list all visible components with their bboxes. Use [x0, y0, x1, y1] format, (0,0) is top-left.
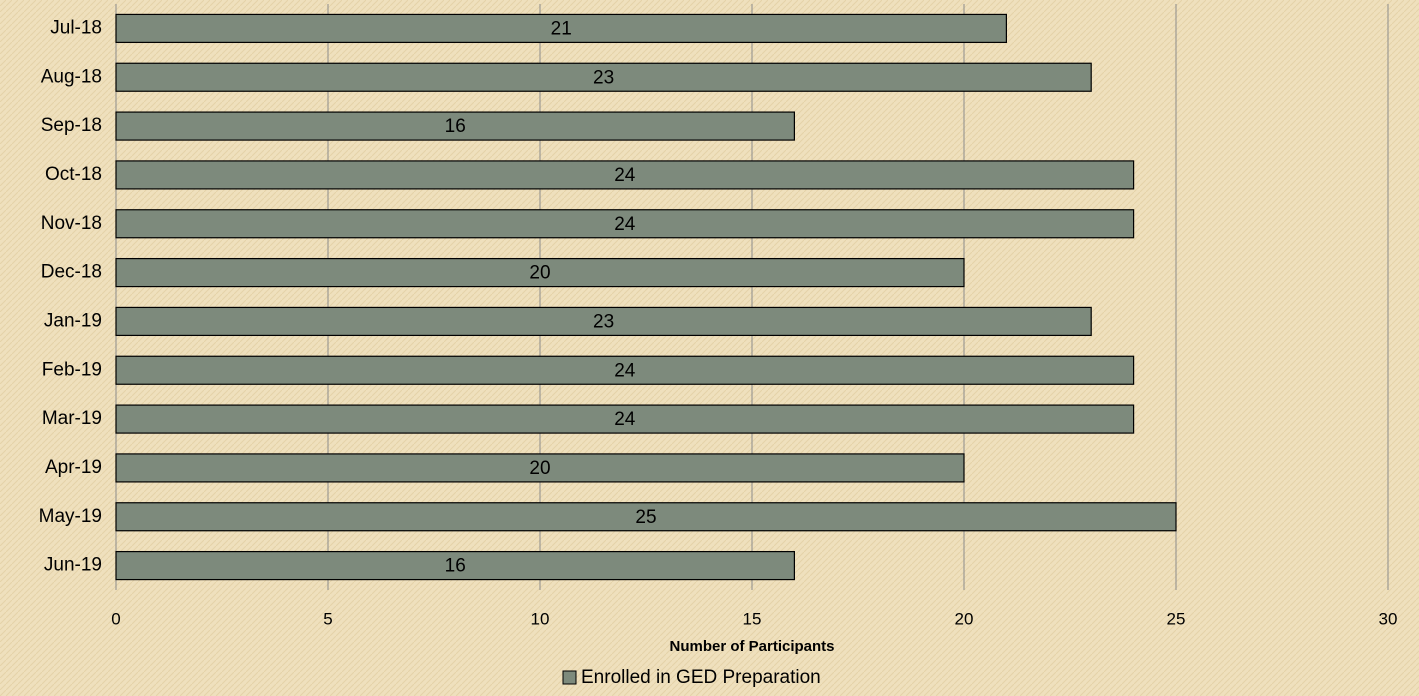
legend-label: Enrolled in GED Preparation — [581, 667, 821, 688]
y-tick-label: Jan-19 — [44, 310, 102, 331]
x-axis-label: Number of Participants — [669, 638, 834, 655]
x-tick-label: 5 — [323, 609, 332, 628]
bar — [115, 257, 965, 288]
x-tick-label: 20 — [955, 609, 974, 628]
data-label: 20 — [529, 458, 550, 479]
bar — [115, 209, 1135, 239]
data-label: 24 — [614, 165, 636, 186]
y-tick-label: Jul-18 — [50, 17, 102, 38]
bar — [115, 62, 1092, 92]
data-label: 23 — [593, 67, 614, 88]
data-label: 25 — [635, 507, 656, 528]
x-tick-label: 15 — [743, 609, 762, 628]
data-label: 16 — [445, 556, 466, 577]
y-tick-label: Jun-19 — [44, 555, 102, 576]
legend-swatch — [562, 670, 577, 685]
bar — [115, 355, 1135, 385]
x-tick-label: 25 — [1167, 609, 1186, 628]
bar — [115, 111, 796, 141]
y-tick-label: May-19 — [39, 506, 102, 527]
data-label: 23 — [593, 311, 614, 332]
data-label: 24 — [614, 409, 636, 430]
y-tick-label: Apr-19 — [45, 457, 102, 478]
y-tick-label: Mar-19 — [42, 408, 102, 429]
bar — [115, 13, 1008, 44]
bar — [115, 502, 1177, 532]
data-label: 21 — [551, 18, 572, 39]
bar — [115, 550, 796, 581]
bar — [115, 404, 1135, 434]
bar — [115, 453, 965, 483]
x-tick-label: 0 — [111, 609, 120, 628]
x-tick-label: 30 — [1379, 609, 1398, 628]
y-tick-label: Sep-18 — [41, 115, 102, 136]
y-tick-label: Aug-18 — [41, 66, 102, 87]
data-label: 16 — [445, 116, 466, 137]
y-tick-label: Nov-18 — [41, 213, 102, 234]
data-label: 20 — [529, 263, 550, 284]
bar — [115, 160, 1135, 190]
data-label: 24 — [614, 360, 636, 381]
x-tick-label: 10 — [531, 609, 550, 628]
data-label: 24 — [614, 214, 636, 235]
y-tick-label: Dec-18 — [41, 262, 102, 283]
bar — [115, 306, 1092, 337]
y-tick-label: Oct-18 — [45, 164, 102, 185]
y-tick-label: Feb-19 — [42, 359, 102, 380]
